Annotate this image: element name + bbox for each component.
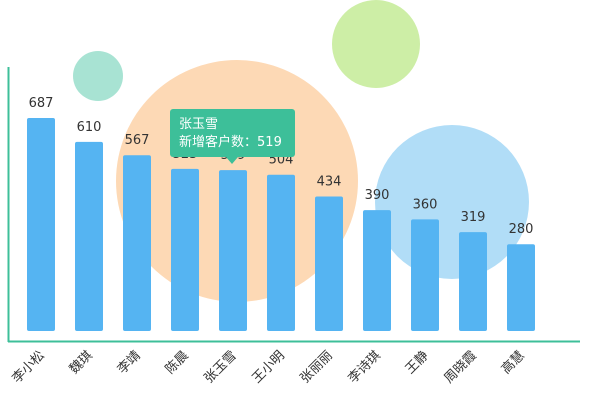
bars <box>27 118 535 331</box>
bar[interactable] <box>27 118 55 331</box>
bar[interactable] <box>411 219 439 331</box>
bubble-teal <box>73 51 123 101</box>
bar[interactable] <box>315 196 343 331</box>
bar[interactable] <box>75 141 103 331</box>
axes <box>7 67 580 343</box>
bar[interactable] <box>219 170 247 331</box>
data-label: 434 <box>317 174 342 189</box>
x-tick-labels: 李小松 魏琪 李靖 陈晨 张玉雪 王小明 张丽丽 李诗琪 王静 周晓霞 高慧 <box>10 348 528 387</box>
bar[interactable] <box>459 232 487 331</box>
x-tick-label: 王小明 <box>250 348 288 386</box>
tooltip-arrow <box>226 157 238 164</box>
data-label: 687 <box>29 96 54 111</box>
x-tick-label: 高慧 <box>498 348 528 378</box>
x-tick-label: 魏琪 <box>67 348 96 377</box>
tooltip-separator: ： <box>244 135 258 150</box>
x-tick-label: 李小松 <box>10 348 48 386</box>
data-label: 610 <box>77 120 102 135</box>
data-label: 319 <box>461 210 486 225</box>
bar[interactable] <box>267 174 295 331</box>
bar[interactable] <box>363 210 391 331</box>
tooltip-row: 新增客户数： 519 <box>179 134 286 152</box>
tooltip-value: 519 <box>257 135 282 150</box>
x-tick-label: 王静 <box>403 348 432 377</box>
data-label: 280 <box>509 222 534 237</box>
bar-tooltip: 张玉雪 新增客户数： 519 <box>170 109 295 164</box>
data-label: 390 <box>365 188 390 203</box>
x-tick-label: 周晓霞 <box>442 348 480 386</box>
tooltip-metric: 新增客户数 <box>179 135 245 150</box>
bubble-sky <box>375 125 529 279</box>
bubble-lime <box>332 0 420 88</box>
bar[interactable] <box>507 244 535 331</box>
data-label: 360 <box>413 197 438 212</box>
data-labels: 687610567523519504434390360319280 <box>29 96 534 237</box>
tooltip-name: 张玉雪 <box>179 117 219 132</box>
x-tick-label: 陈晨 <box>162 348 192 378</box>
bar[interactable] <box>171 168 199 331</box>
bar[interactable] <box>123 155 151 331</box>
x-tick-label: 张玉雪 <box>202 348 240 386</box>
x-tick-label: 李靖 <box>115 348 144 377</box>
data-label: 567 <box>125 133 150 148</box>
x-tick-label: 李诗琪 <box>346 348 384 386</box>
x-tick-label: 张丽丽 <box>298 348 336 386</box>
